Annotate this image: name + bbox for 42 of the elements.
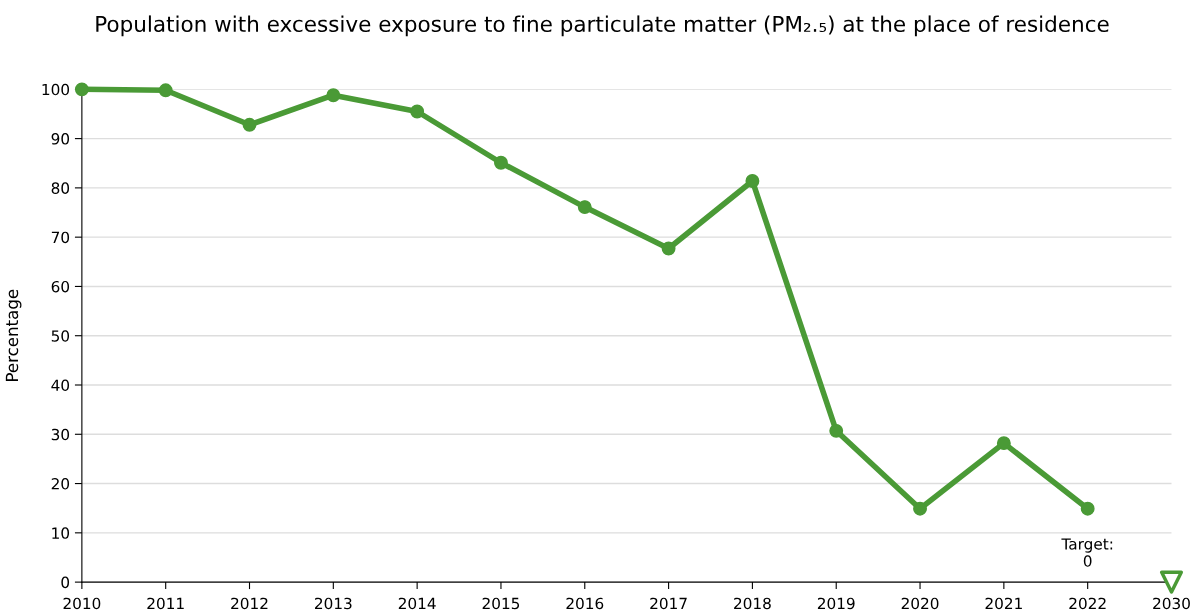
point: [242, 117, 257, 132]
x-tick-label: 2019: [817, 597, 855, 610]
point: [913, 501, 927, 516]
x-tick-label: 2014: [398, 597, 436, 610]
x-tick-label: 2030: [1153, 597, 1190, 610]
point: [158, 83, 173, 98]
x-tick-label: 2017: [650, 597, 687, 610]
x-tick-label: 2013: [315, 597, 352, 610]
point: [577, 200, 592, 215]
point: [410, 104, 425, 119]
point: [494, 155, 508, 170]
y-tick-label: 60: [51, 280, 70, 293]
y-tick-label: 10: [52, 527, 70, 539]
x-tick-label: 2021: [985, 597, 1022, 610]
x-tick-label: 2016: [566, 597, 604, 610]
point: [745, 174, 760, 188]
point: [829, 423, 844, 438]
y-tick-label: 20: [51, 478, 70, 490]
y-tick-label: 50: [51, 330, 70, 342]
x-tick-label: 2022: [1069, 597, 1106, 610]
point: [74, 82, 89, 97]
y-tick-label: 30: [51, 428, 70, 441]
x-tick-label: 2020: [901, 597, 939, 610]
x-tick-label: 2010: [63, 597, 101, 610]
y-tick-label: 90: [51, 133, 70, 145]
y-tick-label: 70: [51, 231, 70, 244]
point: [661, 241, 676, 256]
x-tick-label: 2012: [231, 597, 268, 610]
point: [326, 88, 341, 103]
point: [1159, 570, 1184, 594]
x-tick-label: 2015: [482, 597, 520, 610]
y-tick-label: 80: [51, 182, 70, 194]
y-axis-title: Percentage: [5, 289, 22, 381]
y-tick-label: 40: [51, 379, 70, 392]
annotation: Target: 0: [1061, 538, 1113, 567]
point: [1080, 501, 1095, 516]
point: [996, 436, 1011, 451]
x-tick-label: 2018: [734, 597, 771, 610]
y-tick-label: 0: [61, 576, 70, 589]
x-tick-label: 2011: [147, 597, 184, 610]
y-tick-label: 100: [42, 83, 70, 96]
chart-title: Population with excessive exposure to fine particulate matter (PM₂.₅) at the place of residence: [96, 15, 1109, 37]
